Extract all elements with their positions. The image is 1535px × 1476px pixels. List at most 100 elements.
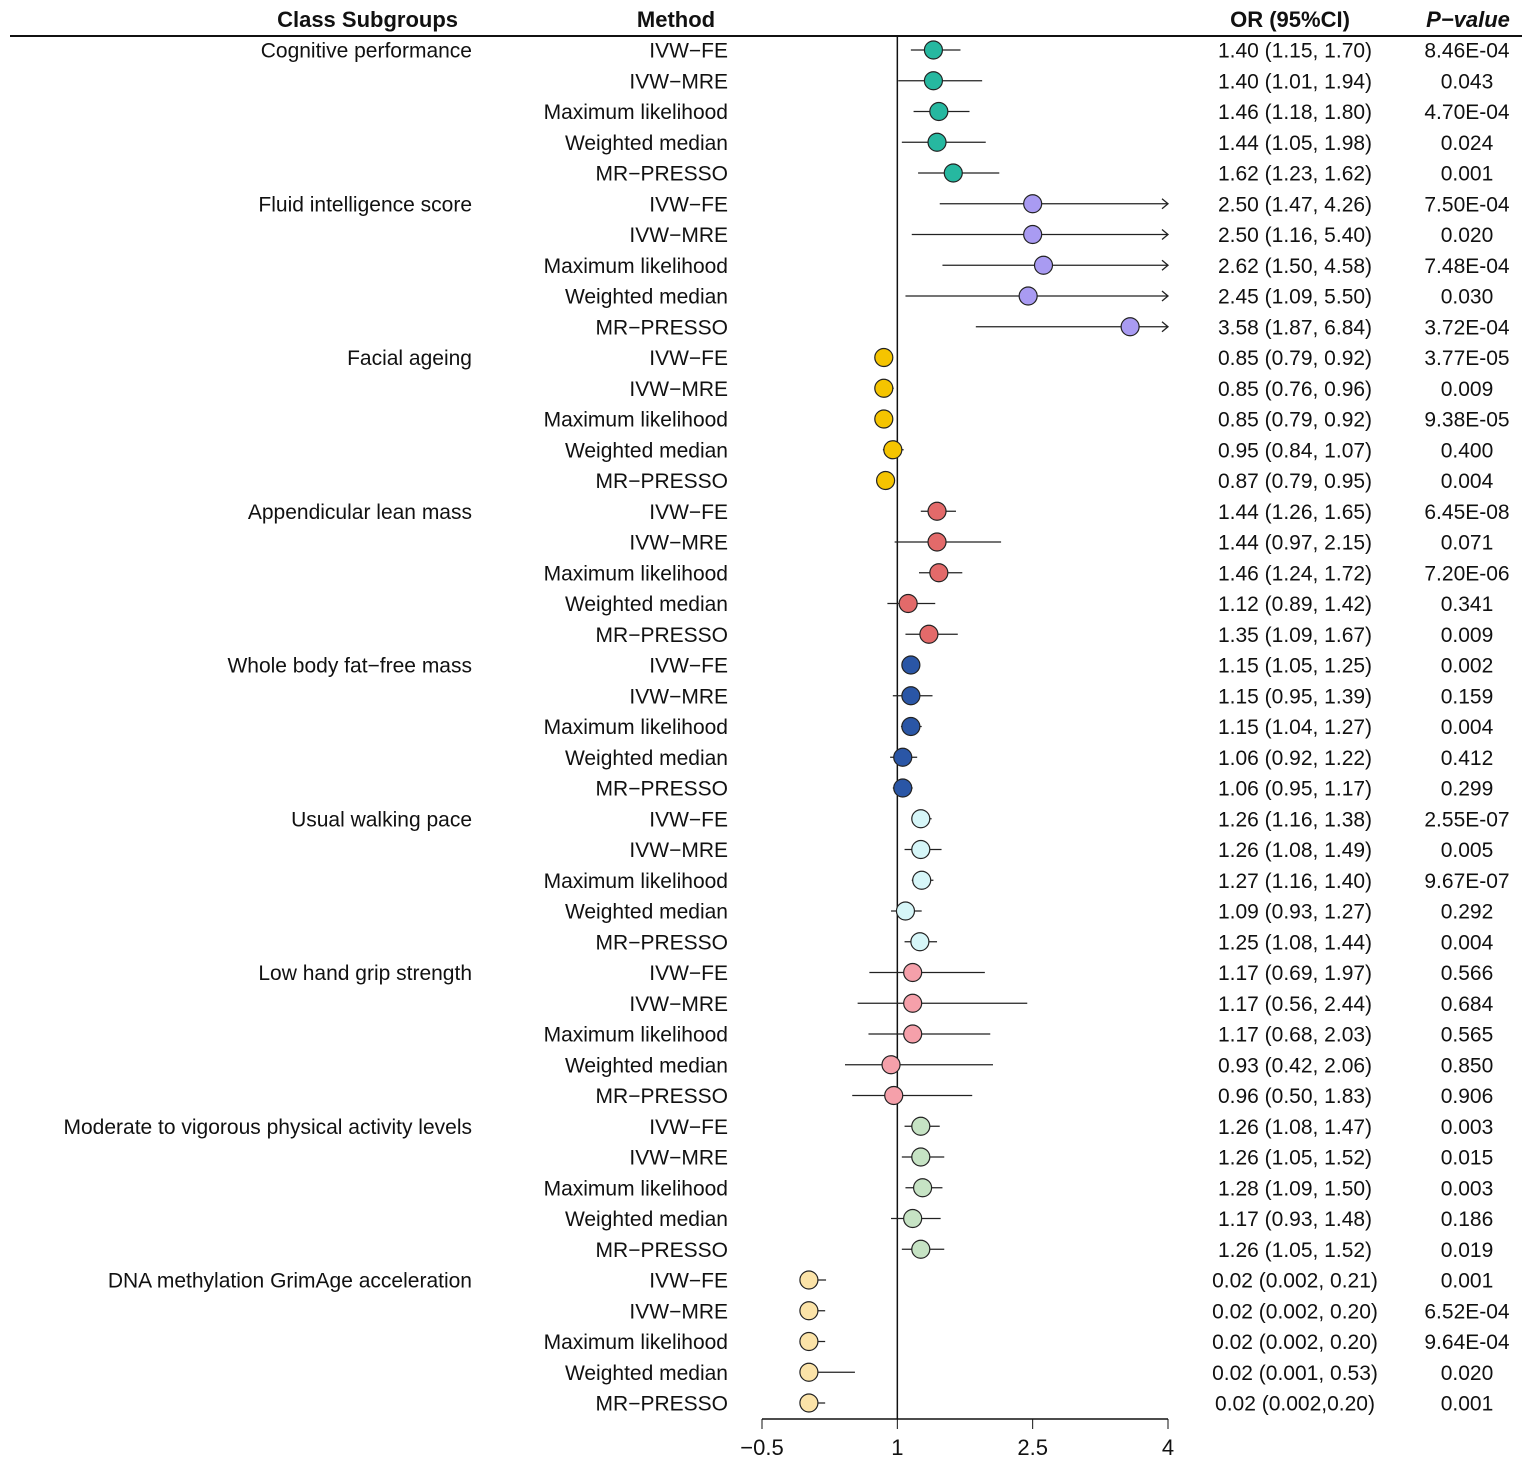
method-label: IVW−MRE	[629, 685, 728, 708]
header-or-ci: OR (95%CI)	[1230, 7, 1350, 32]
or-ci-label: 0.96 (0.50, 1.83)	[1218, 1085, 1372, 1108]
or-ci-label: 1.40 (1.15, 1.70)	[1218, 40, 1372, 63]
pvalue-label: 0.009	[1441, 624, 1494, 647]
forest-row: Maximum likelihood 1.46 (1.24, 1.72) 7.20E…	[544, 562, 1510, 585]
or-ci-label: 0.87 (0.79, 0.95)	[1218, 470, 1372, 493]
method-label: IVW−MRE	[629, 993, 728, 1016]
forest-row: Maximum likelihood 0.85 (0.79, 0.92) 9.38E…	[544, 409, 1510, 432]
header-method: Method	[637, 7, 715, 32]
forest-row: IVW−MRE 1.26 (1.05, 1.52) 0.015	[629, 1147, 1493, 1170]
or-point	[911, 809, 931, 829]
or-point	[911, 1239, 931, 1259]
pvalue-label: 0.299	[1441, 778, 1494, 801]
or-ci-label: 1.25 (1.08, 1.44)	[1218, 931, 1372, 954]
or-ci-label: 1.28 (1.09, 1.50)	[1218, 1177, 1372, 1200]
or-point	[929, 101, 949, 122]
method-label: IVW−MRE	[629, 1300, 728, 1323]
or-ci-label: 0.85 (0.76, 0.96)	[1218, 378, 1372, 401]
or-point	[912, 870, 932, 890]
or-point	[911, 839, 931, 860]
x-tick-label: −0.5	[740, 1435, 783, 1460]
or-point	[874, 347, 894, 368]
forest-row: IVW−MRE 1.17 (0.56, 2.44) 0.684	[629, 993, 1493, 1016]
pvalue-label: 0.020	[1441, 224, 1494, 247]
or-point	[884, 1085, 904, 1106]
or-ci-label: 1.27 (1.16, 1.40)	[1218, 870, 1372, 893]
pvalue-label: 0.906	[1441, 1085, 1494, 1108]
subgroup-label: Facial ageing	[347, 347, 472, 370]
or-point	[923, 40, 944, 60]
rows-layer: Cognitive performance IVW−FE 1.40 (1.15, 1…	[63, 36, 1510, 1419]
x-axis: −0.5 1 2.5 4	[740, 1418, 1174, 1460]
pvalue-label: 0.030	[1441, 286, 1494, 309]
method-label: IVW−MRE	[629, 532, 728, 555]
or-point	[901, 686, 921, 706]
or-ci-label: 1.15 (1.04, 1.27)	[1218, 716, 1372, 739]
pvalue-label: 0.005	[1441, 839, 1494, 862]
pvalue-label: 3.72E-04	[1424, 316, 1510, 339]
forest-row: Appendicular lean mass IVW−FE 1.44 (1.26, …	[248, 501, 1510, 524]
subgroup-label: Fluid intelligence score	[258, 193, 472, 216]
or-ci-label: 1.44 (0.97, 2.15)	[1218, 532, 1372, 555]
forest-row: Maximum likelihood 0.02 (0.002, 0.20) 9.64…	[544, 1331, 1510, 1354]
forest-row: Whole body fat−free mass IVW−FE 1.15 (1.05…	[227, 655, 1493, 678]
or-point	[799, 1301, 819, 1321]
forest-row: MR−PRESSO 1.26 (1.05, 1.52) 0.019	[596, 1239, 1494, 1262]
method-label: MR−PRESSO	[596, 1085, 728, 1108]
method-label: Maximum likelihood	[544, 562, 728, 585]
or-ci-label: 1.15 (1.05, 1.25)	[1218, 655, 1372, 678]
or-ci-label: 1.17 (0.68, 2.03)	[1218, 1024, 1372, 1047]
forest-row: Maximum likelihood 1.17 (0.68, 2.03) 0.565	[544, 1024, 1494, 1047]
or-point	[927, 501, 947, 521]
forest-row: IVW−MRE 1.26 (1.08, 1.49) 0.005	[629, 839, 1493, 862]
or-ci-label: 0.02 (0.002,0.20)	[1215, 1393, 1375, 1416]
forest-row: Cognitive performance IVW−FE 1.40 (1.15, 1…	[261, 40, 1510, 63]
method-label: Weighted median	[565, 286, 728, 309]
method-label: IVW−FE	[649, 40, 728, 63]
pvalue-label: 0.020	[1441, 1362, 1494, 1385]
or-ci-label: 1.26 (1.16, 1.38)	[1218, 808, 1372, 831]
pvalue-label: 0.159	[1441, 685, 1494, 708]
forest-row: DNA methylation GrimAge acceleration IVW−…	[108, 1270, 1493, 1293]
method-label: MR−PRESSO	[596, 470, 728, 493]
or-point	[912, 1178, 933, 1198]
ci-arrow	[1161, 229, 1170, 240]
method-label: MR−PRESSO	[596, 1393, 728, 1416]
pvalue-label: 0.002	[1441, 655, 1494, 678]
pvalue-label: 0.850	[1441, 1054, 1494, 1077]
forest-row: Usual walking pace IVW−FE 1.26 (1.16, 1.38…	[291, 808, 1510, 831]
method-label: IVW−MRE	[629, 70, 728, 93]
method-label: IVW−FE	[649, 1116, 728, 1139]
or-ci-label: 1.35 (1.09, 1.67)	[1218, 624, 1372, 647]
or-point	[876, 470, 896, 491]
or-ci-label: 2.50 (1.47, 4.26)	[1218, 193, 1372, 216]
pvalue-label: 8.46E-04	[1424, 40, 1510, 63]
forest-row: Facial ageing IVW−FE 0.85 (0.79, 0.92) 3.77…	[347, 347, 1510, 370]
ci-arrow	[1161, 259, 1170, 271]
header-subgroup: Class Subgroups	[277, 7, 458, 32]
method-label: Weighted median	[565, 1362, 728, 1385]
pvalue-label: 0.019	[1441, 1239, 1494, 1262]
pvalue-label: 0.186	[1441, 1208, 1494, 1231]
pvalue-label: 0.566	[1441, 962, 1494, 985]
forest-row: MR−PRESSO 0.96 (0.50, 1.83) 0.906	[596, 1085, 1494, 1108]
pvalue-label: 0.684	[1441, 993, 1494, 1016]
method-label: Weighted median	[565, 747, 728, 770]
pvalue-label: 0.024	[1441, 132, 1494, 155]
or-ci-label: 1.06 (0.95, 1.17)	[1218, 778, 1372, 801]
or-point	[923, 71, 944, 91]
forest-row: Weighted median 1.06 (0.92, 1.22) 0.412	[565, 747, 1493, 770]
or-ci-label: 0.02 (0.002, 0.21)	[1212, 1270, 1378, 1293]
pvalue-label: 0.004	[1441, 470, 1494, 493]
method-label: MR−PRESSO	[596, 778, 728, 801]
or-point	[929, 563, 949, 583]
forest-row: IVW−MRE 2.50 (1.16, 5.40) 0.020	[629, 224, 1493, 247]
forest-row: Maximum likelihood 2.62 (1.50, 4.58) 7.48E…	[544, 255, 1510, 278]
or-point	[903, 1208, 923, 1229]
subgroup-label: Cognitive performance	[261, 40, 472, 63]
forest-row: Moderate to vigorous physical activity l…	[63, 1116, 1493, 1139]
or-ci-label: 1.46 (1.18, 1.80)	[1218, 101, 1372, 124]
forest-row: IVW−MRE 0.85 (0.76, 0.96) 0.009	[629, 378, 1493, 401]
method-label: IVW−FE	[649, 1270, 728, 1293]
